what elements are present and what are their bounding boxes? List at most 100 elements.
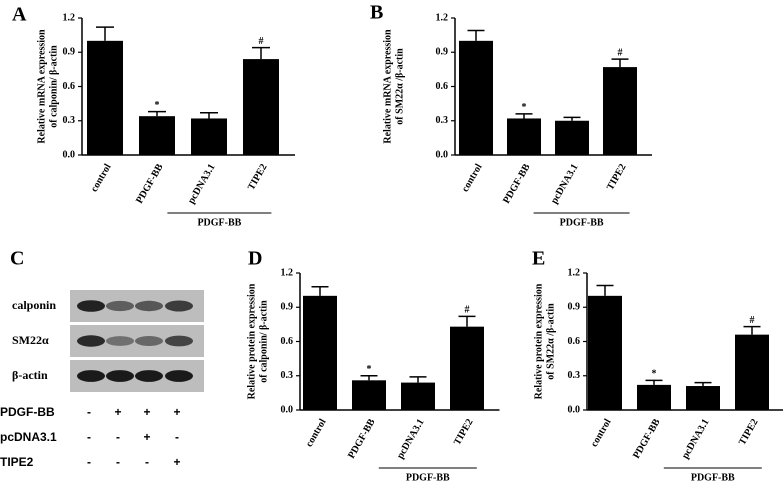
x-tick-label: pcDNA3.1 bbox=[680, 417, 712, 461]
x-tick-label: PDGF-BB bbox=[631, 417, 663, 461]
y-tick-label: 0.9 bbox=[281, 302, 294, 313]
y-tick-label: 0.6 bbox=[568, 336, 581, 347]
y-axis-label: Relative protein expression bbox=[533, 283, 544, 399]
significance-mark: * bbox=[155, 100, 160, 111]
panel-letter: A bbox=[12, 4, 27, 26]
x-tick-label: PDGF-BB bbox=[134, 162, 166, 206]
y-tick-label: 0.6 bbox=[63, 81, 76, 92]
x-tick-label: TIPE2 bbox=[737, 417, 761, 447]
y-axis-label: Relative protein expression bbox=[246, 283, 257, 399]
group-label: PDGF-BB bbox=[691, 472, 735, 483]
significance-mark: * bbox=[367, 364, 372, 375]
significance-mark: # bbox=[465, 305, 470, 316]
x-tick-label: TIPE2 bbox=[452, 417, 476, 447]
condition-mark: - bbox=[87, 405, 91, 419]
x-tick-label: pcDNA3.1 bbox=[186, 162, 218, 206]
bar bbox=[139, 116, 175, 155]
y-tick-label: 1.2 bbox=[436, 12, 449, 23]
significance-mark: # bbox=[750, 315, 755, 326]
y-tick-label: 0.0 bbox=[436, 149, 449, 160]
bar bbox=[401, 382, 435, 410]
blot-band bbox=[135, 370, 163, 382]
bar bbox=[637, 384, 671, 410]
significance-mark: * bbox=[522, 102, 527, 113]
bar bbox=[303, 295, 337, 410]
bar bbox=[191, 118, 227, 155]
bar bbox=[735, 334, 769, 410]
y-axis-label: Relative mRNA expression bbox=[382, 29, 393, 144]
panel-letter: B bbox=[370, 2, 383, 24]
x-tick-label: PDGF-BB bbox=[501, 162, 533, 206]
y-tick-label: 0.0 bbox=[281, 404, 294, 415]
band-label: calponin bbox=[12, 298, 56, 312]
blot-band bbox=[106, 336, 134, 346]
x-tick-label: control bbox=[304, 417, 329, 449]
band-label: β-actin bbox=[12, 368, 48, 382]
bar bbox=[603, 67, 637, 155]
bar bbox=[588, 295, 622, 410]
group-label: PDGF-BB bbox=[197, 217, 241, 228]
y-tick-label: 0.3 bbox=[568, 370, 581, 381]
bar bbox=[555, 120, 589, 155]
blot-band bbox=[165, 335, 193, 347]
y-axis-label: of SM22α /β-actin bbox=[394, 48, 405, 125]
x-tick-label: pcDNA3.1 bbox=[395, 417, 427, 461]
condition-mark: + bbox=[114, 405, 121, 419]
x-tick-label: PDGF-BB bbox=[346, 417, 378, 461]
x-tick-label: TIPE2 bbox=[605, 162, 629, 192]
condition-mark: - bbox=[87, 430, 91, 444]
condition-mark: - bbox=[116, 430, 120, 444]
x-tick-label: control bbox=[460, 162, 485, 194]
blot-band bbox=[165, 370, 193, 382]
y-tick-label: 0.9 bbox=[63, 47, 76, 58]
y-tick-label: 1.2 bbox=[63, 12, 76, 23]
y-axis-label: of calponin/ β-actin bbox=[48, 45, 59, 128]
bar bbox=[352, 380, 386, 410]
x-tick-label: control bbox=[89, 162, 114, 194]
y-tick-label: 0.3 bbox=[281, 370, 294, 381]
y-axis-label: of SM22α /β-actin bbox=[545, 303, 556, 380]
panel-letter: E bbox=[532, 248, 545, 270]
bar bbox=[87, 40, 123, 156]
blot-band bbox=[135, 336, 163, 346]
condition-mark: - bbox=[145, 455, 149, 469]
condition-label: PDGF-BB bbox=[0, 405, 55, 419]
bar bbox=[243, 59, 279, 155]
y-tick-label: 0.9 bbox=[436, 47, 449, 58]
condition-mark: + bbox=[173, 405, 180, 419]
group-label: PDGF-BB bbox=[560, 217, 604, 228]
y-tick-label: 1.2 bbox=[568, 267, 581, 278]
blot-band bbox=[135, 300, 163, 312]
blot-band bbox=[165, 300, 193, 312]
condition-mark: + bbox=[143, 430, 150, 444]
bar bbox=[507, 118, 541, 155]
condition-mark: - bbox=[116, 455, 120, 469]
y-tick-label: 0.3 bbox=[436, 115, 449, 126]
condition-mark: - bbox=[87, 455, 91, 469]
bar bbox=[459, 40, 493, 156]
bar bbox=[686, 386, 720, 410]
y-tick-label: 0.6 bbox=[281, 336, 294, 347]
significance-mark: # bbox=[259, 36, 264, 47]
significance-mark: * bbox=[652, 369, 657, 380]
condition-label: TIPE2 bbox=[0, 455, 34, 469]
y-tick-label: 0.9 bbox=[568, 302, 581, 313]
bar bbox=[450, 326, 484, 410]
group-label: PDGF-BB bbox=[406, 472, 450, 483]
significance-mark: # bbox=[618, 47, 623, 58]
condition-mark: - bbox=[175, 430, 179, 444]
y-tick-label: 0.6 bbox=[436, 81, 449, 92]
x-tick-label: pcDNA3.1 bbox=[549, 162, 581, 206]
band-label: SM22α bbox=[12, 333, 49, 347]
y-tick-label: 0.0 bbox=[63, 149, 76, 160]
x-tick-label: TIPE2 bbox=[246, 162, 270, 192]
panel-letter: D bbox=[248, 248, 262, 270]
y-tick-label: 1.2 bbox=[281, 267, 294, 278]
x-tick-label: control bbox=[589, 417, 614, 449]
condition-label: pcDNA3.1 bbox=[0, 430, 57, 444]
blot-band bbox=[77, 335, 105, 347]
y-axis-label: of calponin/ β-actin bbox=[258, 300, 269, 383]
y-tick-label: 0.0 bbox=[568, 404, 581, 415]
blot-band bbox=[77, 370, 105, 382]
